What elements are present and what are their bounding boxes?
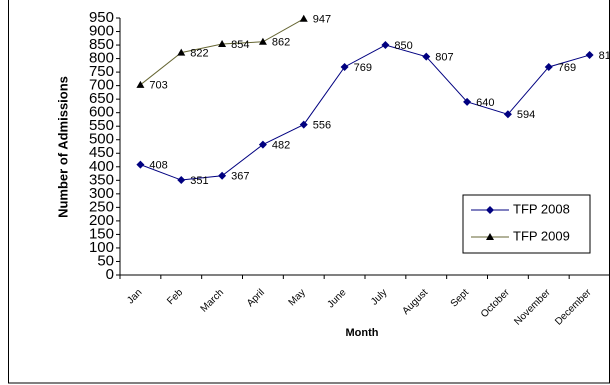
x-tick-label: December (553, 287, 594, 328)
y-tick-label: 900 (89, 22, 114, 39)
data-label: 813 (599, 50, 610, 62)
y-tick-label: 350 (89, 171, 114, 188)
marker (299, 14, 308, 22)
y-tick-label: 500 (89, 131, 114, 148)
y-tick-label: 600 (89, 104, 114, 121)
x-tick-label: May (287, 287, 308, 308)
marker (486, 233, 494, 240)
data-label: 351 (190, 175, 208, 187)
marker (381, 41, 390, 50)
marker (585, 51, 594, 60)
y-tick-label: 0 (106, 266, 114, 283)
y-tick-label: 450 (89, 144, 114, 161)
x-tick-label: August (400, 287, 430, 317)
marker (136, 80, 145, 88)
data-label: 769 (354, 62, 372, 74)
marker (340, 62, 349, 71)
marker (177, 48, 186, 56)
marker (299, 120, 308, 129)
x-tick-label: March (199, 287, 226, 314)
marker (258, 37, 267, 45)
y-tick-label: 800 (89, 50, 114, 67)
data-label: 594 (517, 109, 535, 121)
x-tick-label: November (512, 287, 553, 328)
legend-label: TFP 2008 (513, 201, 570, 216)
marker (136, 160, 145, 169)
y-tick-label: 300 (89, 185, 114, 202)
marker (258, 140, 267, 149)
data-label: 367 (231, 171, 249, 183)
data-label: 769 (558, 62, 576, 74)
data-label: 822 (190, 48, 208, 60)
series-line (140, 44, 590, 181)
y-axis-title: Number of Admissions (55, 76, 70, 218)
legend-box (462, 194, 591, 254)
x-tick-label: Sept (449, 287, 471, 309)
series-line (140, 18, 304, 86)
x-tick-label: Jan (125, 287, 144, 306)
marker (218, 39, 227, 47)
y-tick-label: 200 (89, 212, 114, 229)
data-label: 556 (313, 119, 331, 131)
x-tick-label: October (479, 287, 512, 320)
marker (503, 110, 512, 119)
y-tick-label: 750 (89, 63, 114, 80)
y-tick-label: 650 (89, 90, 114, 107)
y-tick-label: 100 (89, 239, 114, 256)
marker (422, 52, 431, 61)
data-label: 850 (394, 40, 412, 52)
y-tick-label: 150 (89, 225, 114, 242)
marker (463, 97, 472, 106)
y-tick-label: 850 (89, 36, 114, 53)
marker (218, 171, 227, 180)
x-tick-label: April (245, 287, 267, 309)
x-tick-label: Feb (165, 287, 185, 307)
y-tick-label: 400 (89, 158, 114, 175)
marker (486, 206, 494, 214)
y-tick-label: 950 (89, 9, 114, 26)
y-tick-label: 50 (97, 252, 114, 269)
y-tick-label: 250 (89, 198, 114, 215)
data-label: 947 (313, 14, 331, 26)
data-label: 408 (149, 160, 167, 172)
marker (544, 62, 553, 71)
data-label: 482 (272, 140, 290, 152)
x-tick-label: July (369, 287, 389, 307)
legend-label: TFP 2009 (513, 228, 570, 243)
y-tick-label: 550 (89, 117, 114, 134)
data-label: 703 (149, 80, 167, 92)
x-axis-title: Month (346, 327, 379, 339)
marker (177, 176, 186, 185)
data-label: 807 (435, 52, 453, 64)
y-tick-label: 700 (89, 77, 114, 94)
data-label: 640 (476, 97, 494, 109)
data-label: 854 (231, 39, 249, 51)
x-tick-label: June (325, 287, 348, 310)
data-label: 862 (272, 37, 290, 49)
